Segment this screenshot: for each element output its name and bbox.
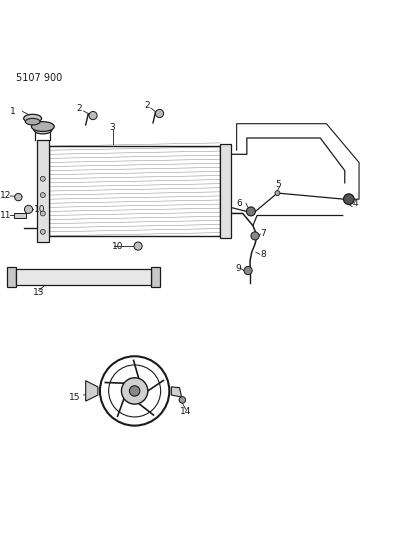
Circle shape — [344, 194, 354, 205]
Circle shape — [24, 205, 33, 213]
Text: 10: 10 — [111, 241, 123, 251]
Text: 13: 13 — [33, 288, 44, 297]
Polygon shape — [86, 381, 98, 401]
Text: 11: 11 — [0, 211, 11, 220]
Bar — [151, 267, 160, 287]
Bar — [49, 146, 220, 236]
Text: 9: 9 — [236, 264, 242, 273]
Ellipse shape — [31, 122, 54, 132]
Circle shape — [89, 111, 97, 119]
Ellipse shape — [34, 126, 52, 134]
Text: 1: 1 — [10, 107, 16, 116]
Text: 8: 8 — [261, 250, 266, 259]
Text: 6: 6 — [237, 199, 242, 208]
Circle shape — [40, 211, 45, 216]
Bar — [14, 213, 26, 217]
Circle shape — [40, 229, 45, 235]
Polygon shape — [171, 387, 182, 397]
Text: 4: 4 — [353, 199, 359, 208]
Circle shape — [129, 386, 140, 396]
Ellipse shape — [24, 114, 42, 123]
Circle shape — [275, 191, 280, 196]
Circle shape — [244, 266, 252, 274]
Circle shape — [155, 109, 164, 118]
Circle shape — [15, 193, 22, 201]
Circle shape — [251, 232, 259, 240]
Text: 14: 14 — [180, 407, 191, 416]
Circle shape — [134, 242, 142, 250]
Text: 15: 15 — [69, 393, 81, 401]
Text: 10: 10 — [34, 205, 46, 214]
Text: 3: 3 — [109, 123, 115, 132]
Text: 2: 2 — [77, 104, 82, 113]
Text: 12: 12 — [0, 191, 11, 199]
Bar — [16, 269, 151, 285]
Circle shape — [40, 192, 45, 198]
Text: 2: 2 — [144, 101, 150, 110]
Text: 5107 900: 5107 900 — [16, 72, 62, 83]
Ellipse shape — [25, 118, 40, 125]
Text: 7: 7 — [261, 229, 266, 238]
Text: 5: 5 — [275, 180, 281, 189]
Bar — [220, 144, 231, 238]
Circle shape — [179, 397, 186, 403]
Circle shape — [122, 378, 148, 404]
Bar — [37, 140, 49, 242]
Circle shape — [246, 207, 255, 216]
Circle shape — [40, 176, 45, 181]
Bar — [7, 267, 16, 287]
